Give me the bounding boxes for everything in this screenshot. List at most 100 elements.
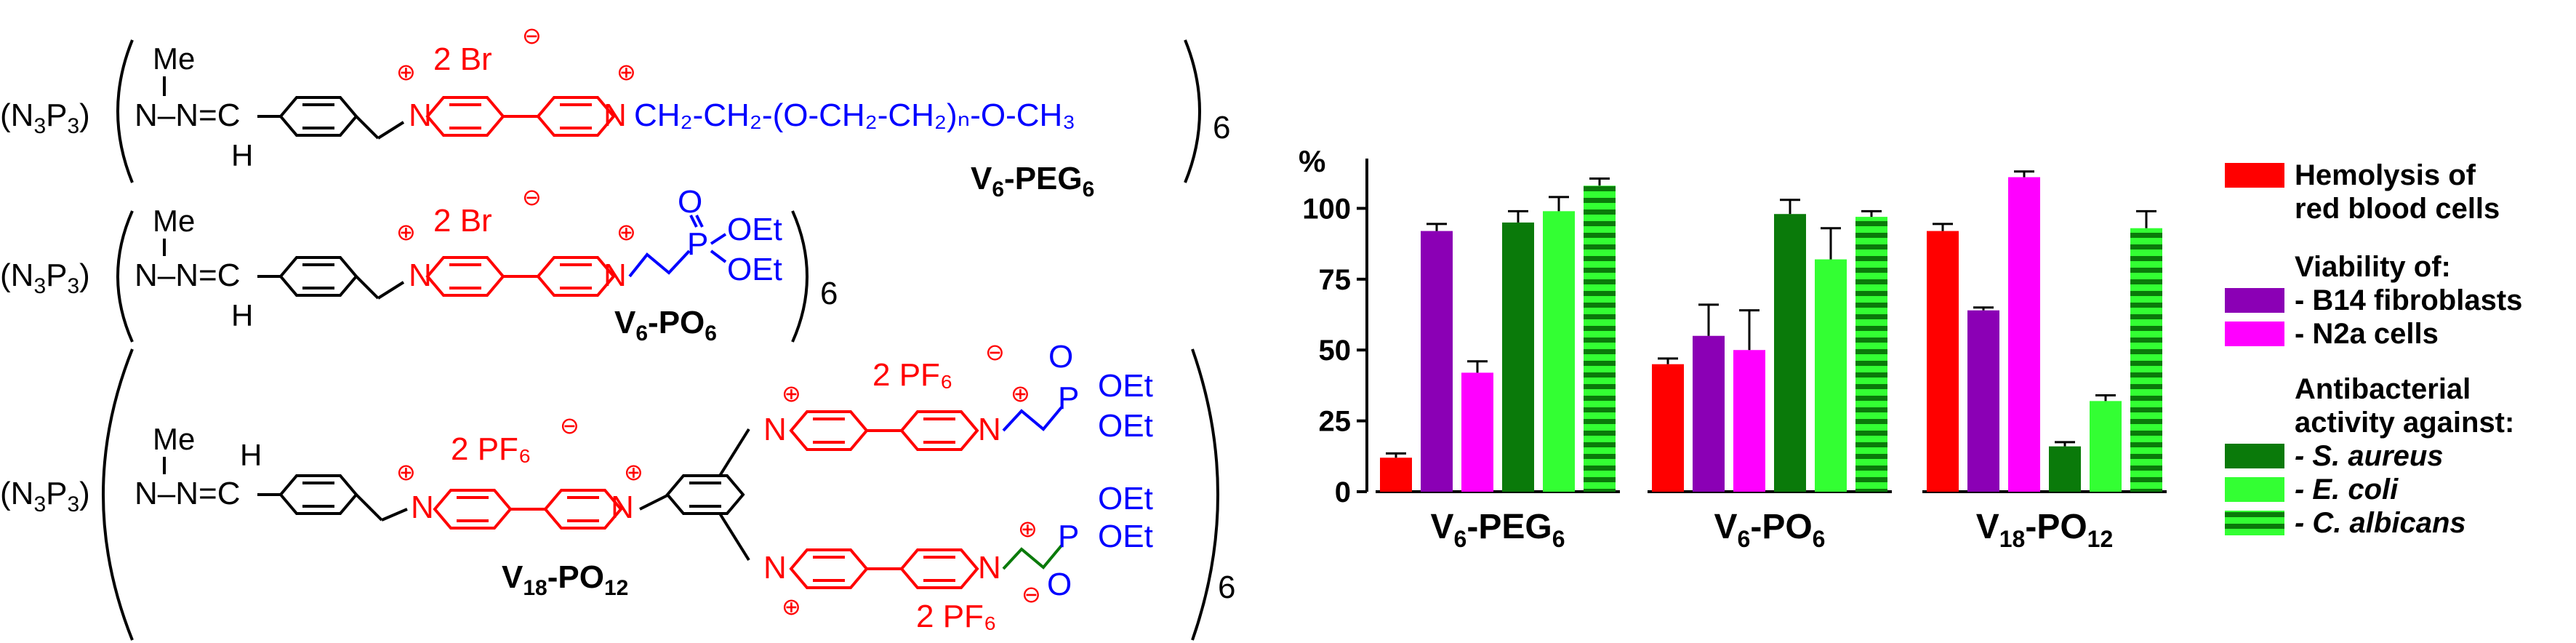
plus-charge: ⊕ [396,219,416,245]
n-atom: N [763,412,787,447]
oet-label: OEt [1098,408,1153,444]
peg-chain: CH₂-CH₂-(O-CH₂-CH₂)ₙ-O-CH₃ [634,97,1075,133]
bar [1380,458,1412,492]
methyl-label: Me [153,422,195,456]
p-atom: P [1058,380,1079,416]
y-tick-label: 100 [1302,193,1351,225]
pyridinium-ring [426,96,505,137]
bar-chart: % 0 25 50 75 100 V6-PEG6 V6-PO6 V18-PO12 Hemoly… [1299,144,2522,552]
x-category-label: V6-PEG6 [1431,508,1565,552]
benzene-ring [279,474,358,515]
structure-v6-po6: (N3P3) Me N–N=C H ⊕ N ⊕ N 2 Br ⊖ P O OEt… [0,184,838,346]
bracket-right [1191,348,1219,641]
hydrazone-label: N–N=C [135,257,241,293]
legend-heading: Viability of: [2295,251,2451,283]
legend-heading: Antibacterial [2295,373,2471,405]
n-atom: N [978,550,1001,586]
plus-charge: ⊕ [396,59,416,85]
repeat-count: 6 [1213,110,1230,145]
pyridinium-ring [426,256,505,297]
benzene-ring [666,474,745,515]
legend-label: - N2a cells [2295,318,2439,350]
legend-heading: red blood cells [2295,193,2500,225]
bar [1855,217,1887,492]
compound-label: V18-PO12 [502,559,628,600]
oet-label: OEt [1098,481,1153,516]
bracket-left [116,39,134,183]
y-tick-label: 25 [1319,406,1352,438]
counterion-pf6: 2 PF₆ [916,599,997,634]
bar [2008,177,2040,492]
bracket-left [102,348,134,641]
minus-charge: ⊖ [1022,581,1041,607]
bar [1733,350,1765,492]
x-category-label: V18-PO12 [1976,508,2114,552]
bar [1543,211,1575,492]
x-category-label: V6-PO6 [1714,508,1826,552]
minus-charge: ⊖ [522,23,542,49]
n-atom: N [603,257,627,293]
bar [1967,310,1999,492]
compound-label: V6-PEG6 [971,161,1094,201]
legend-swatch [2225,444,2284,468]
bar [2130,228,2162,492]
bar [1502,222,1534,492]
hydrogen-label: H [231,138,253,172]
o-atom: O [1048,339,1073,375]
structure-v18-po12: (N3P3) Me N–N=C H ⊕ N ⊕ N 2 PF₆ ⊖ ⊕ N ⊕ … [0,339,1235,641]
methyl-label: Me [153,204,195,238]
legend-swatch [2225,511,2284,535]
plus-charge: ⊕ [396,459,416,485]
o-atom: O [678,184,702,220]
legend-label: - C. albicans [2295,507,2466,539]
n-atom: N [411,490,434,525]
plus-charge: ⊕ [617,59,636,85]
bracket-right [1184,39,1201,183]
n-atom: N [763,550,787,586]
pyridinium-ring [790,548,868,589]
hydrazone-label: N–N=C [135,97,241,133]
y-axis-label: % [1299,144,1325,178]
counterion-pf6: 2 PF₆ [451,431,531,467]
y-tick-label: 0 [1335,476,1351,508]
compound-label: V6-PO6 [614,305,717,346]
legend-label: - B14 fibroblasts [2295,284,2522,316]
legend-heading: activity against: [2295,407,2514,439]
y-tick-label: 50 [1319,335,1352,367]
bar [1421,231,1453,492]
oet-label: OEt [1098,519,1153,554]
bar [1774,214,1806,492]
methyl-label: Me [153,41,195,76]
oet-label: OEt [1098,368,1153,404]
core-label: (N3P3) [0,257,90,298]
plus-charge: ⊕ [1018,516,1038,542]
benzene-ring [279,96,358,137]
bar [1584,185,1616,492]
y-tick-label: 75 [1319,264,1352,296]
legend-heading: Hemolysis of [2295,159,2476,191]
repeat-count: 6 [820,276,838,311]
pyridinium-ring [537,256,615,297]
bracket-left [116,210,134,343]
pyridinium-ring [900,410,979,451]
legend-swatch [2225,163,2284,188]
core-label: (N3P3) [0,476,90,516]
p-atom: P [1058,519,1079,554]
minus-charge: ⊖ [985,339,1005,365]
minus-charge: ⊖ [522,184,542,210]
plus-charge: ⊕ [617,219,636,245]
bar [1461,372,1493,492]
core-label: (N3P3) [0,97,90,138]
hydrogen-label: H [231,298,253,332]
bar [2049,446,2081,492]
legend-swatch [2225,322,2284,346]
bar [1927,231,1959,492]
plus-charge: ⊕ [1011,380,1030,407]
pyridinium-ring [900,548,979,589]
legend-label: - S. aureus [2295,440,2444,472]
legend-swatch [2225,288,2284,313]
bar [1693,335,1725,492]
pyridinium-ring [544,489,622,530]
pyridinium-ring [790,410,868,451]
